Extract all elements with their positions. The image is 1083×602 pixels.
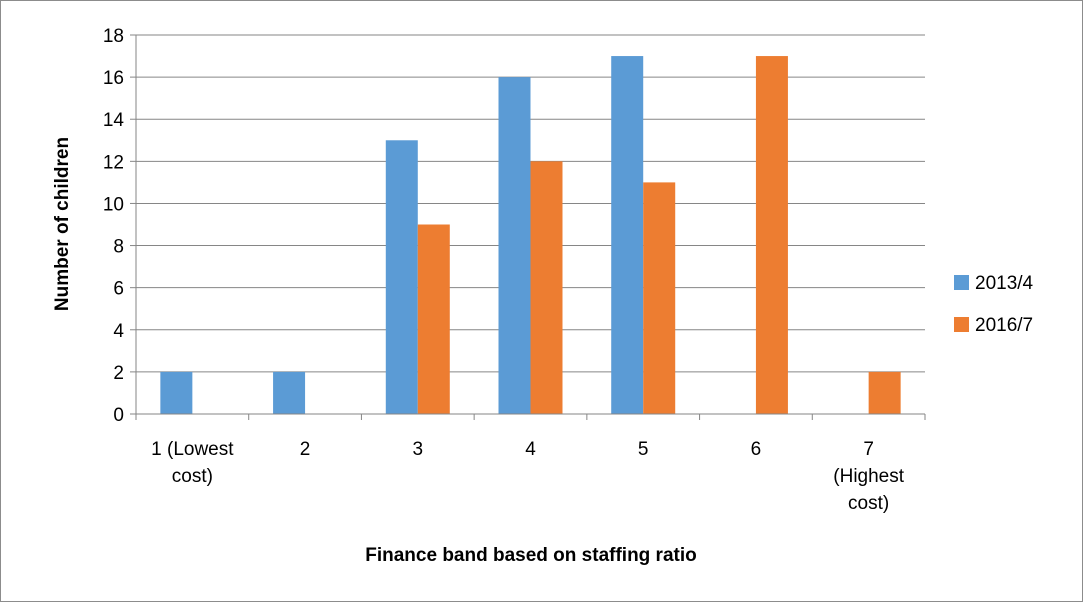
x-category-labels: 1 (Lowest cost) 2 3 4 5 6 7 (Highest cost) <box>151 439 905 514</box>
bar-2013-4-cat-5 <box>611 56 644 415</box>
y-tick-label: 8 <box>113 237 124 258</box>
legend-label-2016-7: 2016/7 <box>975 315 1033 336</box>
x-category-label-line: 1 (Lowest <box>151 439 234 460</box>
y-axis-title: Number of children <box>52 137 73 311</box>
x-category-label: 1 (Lowest cost) <box>151 439 234 487</box>
x-category-label: 3 <box>412 439 423 460</box>
x-category-label-line: 4 <box>525 439 536 460</box>
y-tick-label: 12 <box>103 152 124 173</box>
x-category-label-line: 7 <box>863 439 874 460</box>
bar-2013-4-cat-3 <box>385 140 418 414</box>
bar-2016-7-cat-5 <box>643 182 676 414</box>
x-category-label-line: cost) <box>172 466 213 487</box>
bar-2016-7-cat-4 <box>530 161 563 414</box>
x-category-label: 4 <box>525 439 536 460</box>
y-tick-label: 14 <box>103 110 125 131</box>
bars <box>160 56 901 415</box>
y-tick-label: 18 <box>103 26 124 47</box>
y-tick-label: 10 <box>103 194 124 215</box>
x-category-label-line: cost) <box>848 493 889 514</box>
legend: 2013/4 2016/7 <box>954 273 1034 336</box>
bar-2016-7-cat-7 <box>868 371 901 414</box>
legend-label-2013-4: 2013/4 <box>975 273 1034 294</box>
y-tick-label: 16 <box>103 68 124 89</box>
x-category-label: 6 <box>751 439 762 460</box>
y-tick-label: 4 <box>113 321 124 342</box>
y-tick-label: 0 <box>113 405 124 426</box>
x-category-label-line: (Highest <box>833 466 904 487</box>
bar-2016-7-cat-3 <box>417 224 450 414</box>
y-tick-label: 6 <box>113 279 124 300</box>
bar-2016-7-cat-6 <box>755 56 788 415</box>
bar-2013-4-cat-1 <box>160 371 193 414</box>
y-tick-label: 2 <box>113 363 124 384</box>
bar-2013-4-cat-2 <box>273 371 306 414</box>
axes <box>135 35 926 420</box>
bar-2013-4-cat-4 <box>498 77 531 414</box>
x-axis-title: Finance band based on staffing ratio <box>365 545 696 566</box>
x-category-label: 2 <box>300 439 311 460</box>
legend-swatch-2016-7 <box>954 317 969 332</box>
x-category-label: 5 <box>638 439 649 460</box>
y-tick-labels: 0 2 4 6 8 10 12 14 16 18 <box>103 26 125 426</box>
x-category-label-line: 3 <box>412 439 423 460</box>
legend-swatch-2013-4 <box>954 275 969 290</box>
x-category-label: 7 (Highest cost) <box>833 439 904 514</box>
x-category-label-line: 2 <box>300 439 311 460</box>
x-category-label-line: 5 <box>638 439 649 460</box>
x-category-label-line: 6 <box>751 439 762 460</box>
